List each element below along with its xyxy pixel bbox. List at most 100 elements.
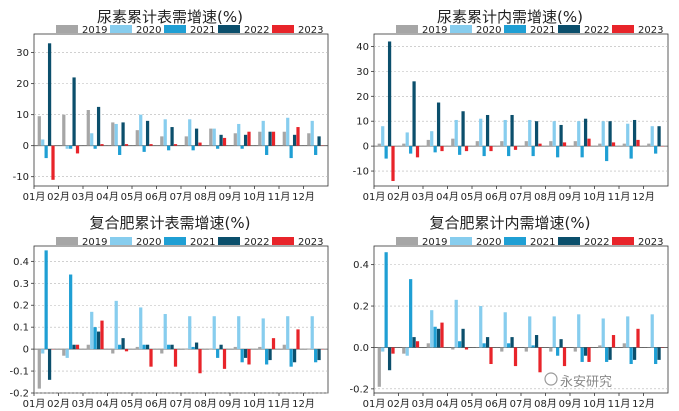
bar xyxy=(577,314,581,348)
bar xyxy=(485,337,490,348)
legend-label: 2021 xyxy=(190,237,215,248)
y-tick-label: 30 xyxy=(16,48,29,59)
bar xyxy=(510,114,514,147)
bar xyxy=(188,316,192,350)
y-tick-label: 0.1 xyxy=(13,323,29,334)
bar xyxy=(289,145,293,159)
bar xyxy=(451,347,455,350)
legend-swatch xyxy=(218,237,240,245)
x-tick-label: 04月 xyxy=(436,191,459,203)
x-tick-label: 03月 xyxy=(412,398,435,410)
y-tick-label: 0.3 xyxy=(13,279,29,290)
bar xyxy=(124,349,129,352)
x-tick-label: 08月 xyxy=(534,398,557,410)
x-tick-label: 09月 xyxy=(219,398,242,410)
bar xyxy=(482,343,486,348)
bar xyxy=(41,349,45,354)
chart-title: 复合肥累计内需增速(%) xyxy=(430,214,591,232)
x-tick-label: 04月 xyxy=(96,191,119,203)
bar xyxy=(436,328,441,348)
chart-panel-4: 复合肥累计内需增速(%) 2019 2020 2021 2022 2023 -0.2 0.0 0… xyxy=(349,214,669,410)
bar xyxy=(654,347,658,365)
chart-panel-3: 复合肥累计表需增速(%) 2019 2020 2021 2022 2023 -0.2 -0.1… xyxy=(9,214,329,410)
y-tick-label: 0 xyxy=(23,345,29,356)
x-tick-label: 08月 xyxy=(194,191,217,203)
bar xyxy=(440,322,444,348)
bar xyxy=(657,126,661,147)
y-tick-label: -0.2 xyxy=(9,389,29,400)
bar xyxy=(489,347,493,365)
bar xyxy=(170,344,174,350)
bar xyxy=(286,117,290,146)
bar xyxy=(173,349,178,367)
x-tick-label: 10月 xyxy=(243,398,266,410)
bar xyxy=(121,122,125,146)
legend-label: 2022 xyxy=(244,237,269,248)
bar xyxy=(86,344,90,350)
x-tick-label: 06月 xyxy=(485,398,508,410)
bar xyxy=(75,145,80,154)
x-tick-label: 02月 xyxy=(387,398,410,410)
bar xyxy=(650,126,654,147)
bar xyxy=(647,143,651,147)
x-tick-label: 12月 xyxy=(632,398,655,410)
bar xyxy=(289,349,293,367)
bar xyxy=(387,41,392,147)
x-tick-label: 06月 xyxy=(145,191,168,203)
legend-label: 2020 xyxy=(136,237,161,248)
bar xyxy=(188,119,192,146)
bar xyxy=(580,347,584,362)
bar xyxy=(409,146,413,154)
chart-panel-1: 尿素累计表需增速(%)2019 2020 2021 2022 2023 -10 0 10 20 3… xyxy=(13,8,329,203)
bar xyxy=(90,133,94,146)
bar xyxy=(222,349,227,369)
bar xyxy=(573,347,577,352)
x-tick-label: 09月 xyxy=(219,191,242,203)
bar xyxy=(552,316,556,348)
bar xyxy=(118,344,122,350)
bar xyxy=(282,131,286,146)
bar xyxy=(69,274,73,350)
bar xyxy=(317,349,321,361)
bar xyxy=(391,347,395,354)
x-tick-label: 06月 xyxy=(145,398,168,410)
bar xyxy=(391,146,395,182)
bar xyxy=(212,128,216,146)
bar xyxy=(65,349,69,358)
bar xyxy=(430,310,434,348)
bar xyxy=(556,146,560,158)
y-tick-label: 0.4 xyxy=(353,260,369,271)
legend-swatch xyxy=(612,25,634,33)
x-tick-label: 05月 xyxy=(461,191,484,203)
bar xyxy=(271,131,276,146)
chart-title: 复合肥累计表需增速(%) xyxy=(90,214,251,232)
bar xyxy=(500,141,504,147)
bar xyxy=(121,338,125,350)
bar xyxy=(51,145,55,180)
bar xyxy=(135,130,139,146)
x-tick-label: 11月 xyxy=(608,191,631,203)
x-tick-label: 12月 xyxy=(292,191,315,203)
bar xyxy=(384,146,388,159)
bar xyxy=(142,344,146,350)
bar xyxy=(534,121,539,147)
bar xyxy=(510,337,514,348)
x-tick-label: 10月 xyxy=(243,191,266,203)
bar xyxy=(464,146,469,152)
bar xyxy=(405,132,409,147)
bar xyxy=(479,306,483,348)
bar xyxy=(86,110,90,146)
x-tick-label: 04月 xyxy=(96,398,119,410)
bar xyxy=(507,146,511,157)
bar xyxy=(44,145,48,159)
bar xyxy=(292,134,297,146)
x-tick-label: 02月 xyxy=(47,398,70,410)
bar xyxy=(286,316,290,350)
bar xyxy=(167,145,171,151)
legend-swatch xyxy=(110,25,132,33)
bar xyxy=(381,347,385,352)
bar xyxy=(96,331,101,350)
bar xyxy=(209,128,213,146)
bar xyxy=(549,347,553,352)
bar xyxy=(559,124,563,147)
